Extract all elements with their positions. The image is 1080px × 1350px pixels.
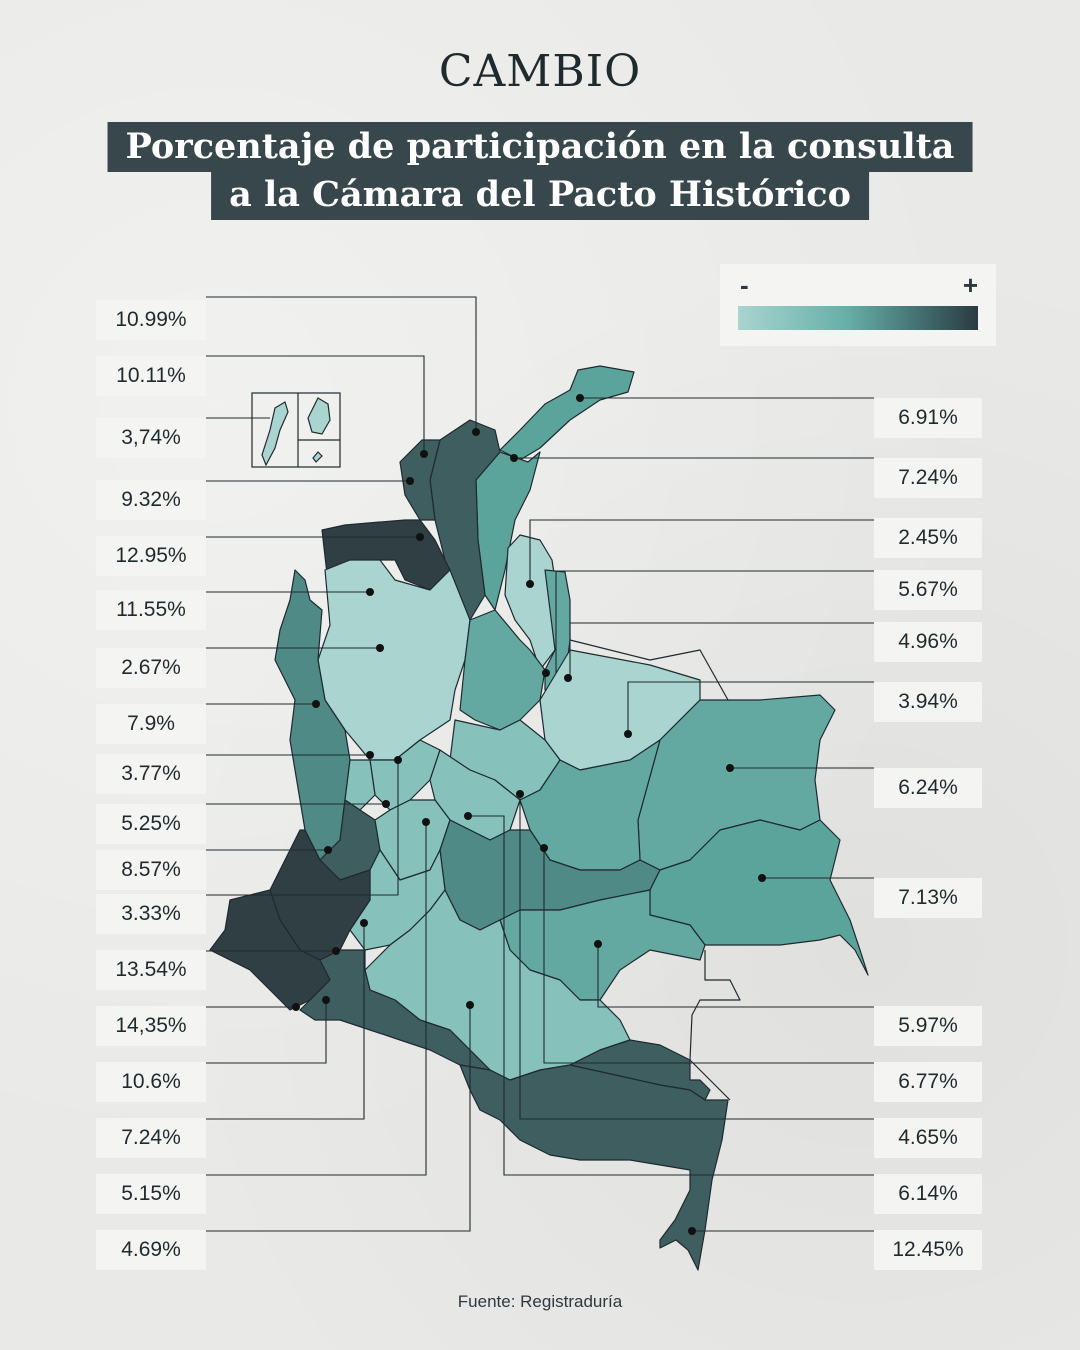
leader-r10 bbox=[543, 848, 874, 1064]
marker-dot bbox=[726, 764, 734, 772]
region-santander bbox=[459, 609, 546, 731]
region-narino bbox=[209, 889, 331, 1011]
value-label-right-2: 7.24% bbox=[874, 458, 982, 498]
value-label-left-4: 9.32% bbox=[96, 480, 206, 520]
color-legend: - + bbox=[720, 264, 996, 346]
value-label-left-2: 10.11% bbox=[96, 356, 206, 396]
marker-dot bbox=[516, 790, 524, 798]
region-amazonas bbox=[459, 1064, 729, 1271]
marker-dot bbox=[526, 580, 534, 588]
leader-r9 bbox=[597, 944, 874, 1008]
value-label-left-3: 3,74% bbox=[96, 418, 206, 458]
value-label-left-1: 10.99% bbox=[96, 300, 206, 340]
leader-l18 bbox=[206, 1005, 471, 1232]
value-label-left-13: 13.54% bbox=[96, 950, 206, 990]
marker-dot bbox=[472, 428, 480, 436]
value-label-right-6: 3.94% bbox=[874, 682, 982, 722]
marker-dot bbox=[510, 454, 518, 462]
value-label-left-8: 7.9% bbox=[96, 704, 206, 744]
leader-r3 bbox=[529, 519, 874, 584]
value-label-left-12: 3.33% bbox=[96, 894, 206, 934]
marker-dot bbox=[420, 450, 428, 458]
brand-logo: CAMBIO bbox=[438, 46, 642, 97]
marker-dot bbox=[422, 818, 430, 826]
leader-r4 bbox=[555, 570, 874, 673]
legend-gradient-bar bbox=[738, 306, 978, 330]
leader-r5 bbox=[569, 622, 874, 678]
value-label-right-1: 6.91% bbox=[874, 398, 982, 438]
value-label-left-10: 5.25% bbox=[96, 804, 206, 844]
value-label-left-7: 2.67% bbox=[96, 648, 206, 688]
value-label-left-5: 12.95% bbox=[96, 536, 206, 576]
value-label-right-9: 5.97% bbox=[874, 1006, 982, 1046]
leader-l12 bbox=[206, 760, 399, 896]
source-note: Fuente: Registraduría bbox=[457, 1292, 623, 1311]
value-label-right-10: 6.77% bbox=[874, 1062, 982, 1102]
value-label-right-7: 6.24% bbox=[874, 768, 982, 808]
marker-dot bbox=[758, 874, 766, 882]
marker-dot bbox=[312, 700, 320, 708]
marker-dot bbox=[688, 1227, 696, 1235]
marker-dot bbox=[366, 588, 374, 596]
marker-dot bbox=[394, 756, 402, 764]
marker-dot bbox=[376, 644, 384, 652]
region-sucre bbox=[399, 439, 441, 521]
leader-r12 bbox=[468, 815, 874, 1176]
title-line-1: Porcentaje de participación en la consul… bbox=[107, 122, 973, 172]
value-label-left-16: 7.24% bbox=[96, 1118, 206, 1158]
value-label-left-15: 10.6% bbox=[96, 1062, 206, 1102]
value-label-right-4: 5.67% bbox=[874, 570, 982, 610]
marker-dot bbox=[324, 846, 332, 854]
marker-dot bbox=[416, 533, 424, 541]
marker-dot bbox=[332, 947, 340, 955]
leader-r11 bbox=[519, 794, 874, 1120]
leader-l16 bbox=[206, 923, 365, 1120]
marker-dot bbox=[542, 669, 550, 677]
marker-dot bbox=[576, 394, 584, 402]
leader-l1 bbox=[206, 296, 477, 432]
leader-r6 bbox=[627, 681, 874, 734]
value-label-left-14: 14,35% bbox=[96, 1006, 206, 1046]
value-label-left-6: 11.55% bbox=[96, 590, 206, 630]
region-guajira bbox=[499, 365, 635, 461]
border-outline bbox=[569, 639, 741, 1101]
marker-dot bbox=[292, 1003, 300, 1011]
value-label-right-5: 4.96% bbox=[874, 622, 982, 662]
value-label-right-3: 2.45% bbox=[874, 518, 982, 558]
value-label-right-13: 12.45% bbox=[874, 1230, 982, 1270]
marker-dot bbox=[594, 940, 602, 948]
marker-dot bbox=[564, 674, 572, 682]
value-label-right-8: 7.13% bbox=[874, 878, 982, 918]
value-label-right-11: 4.65% bbox=[874, 1118, 982, 1158]
leader-l15 bbox=[206, 1000, 327, 1064]
marker-dot bbox=[624, 730, 632, 738]
legend-low-label: - bbox=[740, 270, 749, 300]
value-label-left-18: 4.69% bbox=[96, 1230, 206, 1270]
marker-dot bbox=[464, 812, 472, 820]
value-label-left-9: 3.77% bbox=[96, 754, 206, 794]
marker-dot bbox=[540, 844, 548, 852]
value-label-left-17: 5.15% bbox=[96, 1174, 206, 1214]
marker-dot bbox=[360, 919, 368, 927]
region-risaralda bbox=[344, 759, 376, 811]
title-line-2: a la Cámara del Pacto Histórico bbox=[211, 170, 869, 220]
marker-dot bbox=[322, 996, 330, 1004]
san-andres-inset bbox=[251, 392, 341, 468]
marker-dot bbox=[366, 751, 374, 759]
value-label-left-11: 8.57% bbox=[96, 850, 206, 890]
leader-l17 bbox=[206, 822, 427, 1176]
marker-dot bbox=[382, 800, 390, 808]
marker-dot bbox=[466, 1001, 474, 1009]
value-label-right-12: 6.14% bbox=[874, 1174, 982, 1214]
leader-l2 bbox=[206, 355, 425, 454]
legend-high-label: + bbox=[962, 270, 978, 300]
marker-dot bbox=[406, 477, 414, 485]
